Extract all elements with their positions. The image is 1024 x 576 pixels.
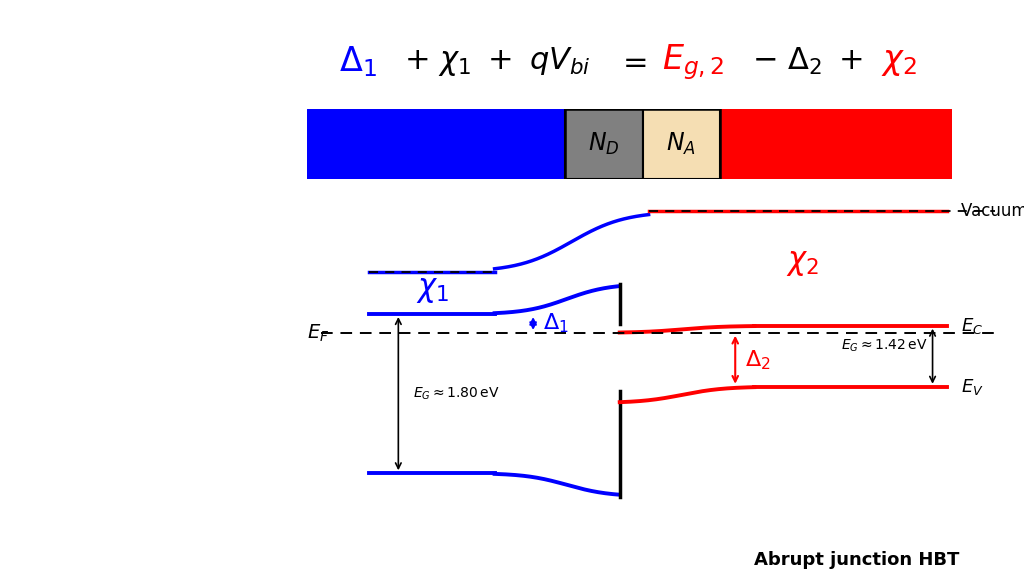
Text: Abrupt junction HBT: Abrupt junction HBT	[755, 551, 959, 569]
Bar	[565, 109, 720, 179]
Text: $\chi_2$: $\chi_2$	[882, 45, 918, 78]
Text: $+\ \chi_1\ +\ qV_{bi}$: $+\ \chi_1\ +\ qV_{bi}$	[403, 45, 591, 78]
Text: $-\ \Delta_2\ +$: $-\ \Delta_2\ +$	[753, 46, 863, 77]
Text: $\Delta_1$: $\Delta_1$	[543, 312, 568, 335]
Text: $\chi_1$: $\chi_1$	[416, 276, 449, 305]
Bar	[565, 109, 643, 179]
Text: $N_D$: $N_D$	[588, 131, 620, 157]
Bar	[307, 109, 565, 179]
Text: $\chi_2$: $\chi_2$	[786, 249, 819, 278]
Text: $\Delta_2$: $\Delta_2$	[744, 348, 770, 372]
Text: $N_A$: $N_A$	[667, 131, 696, 157]
Text: $E_V$: $E_V$	[962, 377, 984, 397]
Text: $E_G \approx 1.80\,\mathrm{eV}$: $E_G \approx 1.80\,\mathrm{eV}$	[413, 385, 499, 402]
Bar	[720, 109, 952, 179]
Text: $E_F$: $E_F$	[307, 322, 329, 343]
Text: Vacuum Level: Vacuum Level	[962, 202, 1024, 220]
Text: $E_{g,2}$: $E_{g,2}$	[662, 41, 725, 82]
Text: $\Delta_1$: $\Delta_1$	[339, 44, 378, 79]
Text: $=$: $=$	[616, 47, 647, 76]
Bar	[643, 109, 720, 179]
Text: $E_G \approx 1.42\,\mathrm{eV}$: $E_G \approx 1.42\,\mathrm{eV}$	[841, 338, 928, 354]
Text: $E_C$: $E_C$	[962, 316, 984, 336]
